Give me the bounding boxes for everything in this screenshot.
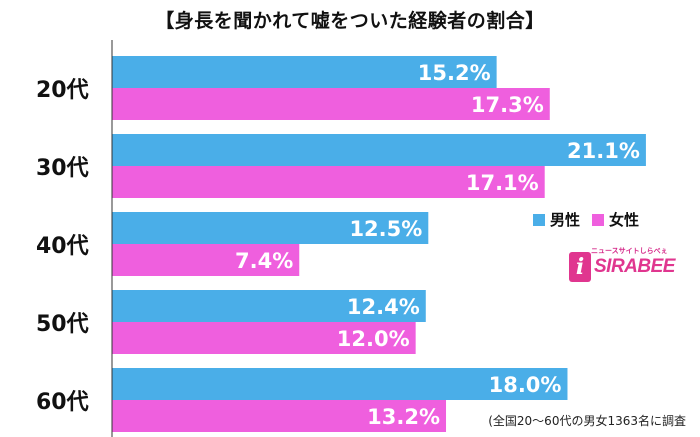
data-label: 7.4% — [235, 249, 293, 273]
legend-swatch-female — [592, 213, 605, 226]
logo-i-icon: i — [569, 252, 591, 282]
data-label: 21.1% — [567, 139, 640, 163]
category-label: 30代 — [36, 156, 89, 181]
bar-male — [112, 290, 426, 322]
legend-item-male: 男性 — [533, 209, 580, 230]
bar-male — [112, 134, 646, 166]
survey-footnote: (全国20～60代の男女1363名に調査 — [488, 414, 686, 428]
data-label: 17.3% — [471, 93, 544, 117]
data-label: 12.5% — [349, 217, 422, 241]
bar-female — [112, 244, 300, 276]
legend-swatch-male — [533, 213, 545, 226]
data-label: 18.0% — [489, 373, 562, 397]
category-label: 60代 — [36, 390, 89, 415]
data-label: 12.4% — [347, 295, 420, 319]
category-label: 20代 — [36, 78, 89, 103]
data-label: 15.2% — [418, 61, 491, 85]
data-label: 12.0% — [337, 327, 410, 351]
legend-item-female: 女性 — [592, 209, 639, 230]
bar-female — [112, 322, 416, 354]
data-label: 17.1% — [466, 171, 539, 195]
logo-wordmark: SIRABEE — [594, 256, 675, 277]
legend-label-female: 女性 — [609, 211, 640, 229]
chart-title: 【身長を聞かれて嘘をついた経験者の割合】 — [155, 10, 545, 32]
legend-label-male: 男性 — [550, 211, 581, 229]
category-label: 40代 — [36, 234, 89, 259]
logo-subtitle: ニュースサイトしらべぇ — [591, 247, 668, 255]
chart-legend: 男性 女性 — [533, 209, 651, 230]
bar-male — [112, 368, 568, 400]
bar-male — [112, 56, 497, 88]
data-label: 13.2% — [367, 405, 440, 429]
bar-male — [112, 212, 429, 244]
bar-female — [112, 400, 447, 432]
sirabee-logo: ニュースサイトしらべぇ i SIRABEE — [569, 244, 675, 286]
category-label: 50代 — [36, 312, 89, 337]
bar-female — [112, 166, 545, 198]
bar-female — [112, 88, 550, 120]
